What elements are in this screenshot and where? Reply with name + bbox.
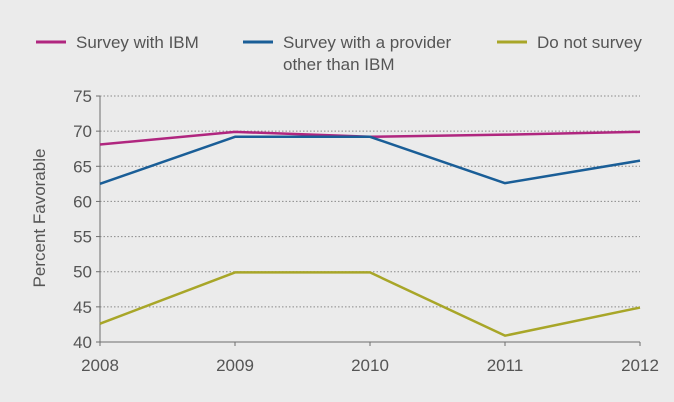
legend: Survey with IBM Survey with a provider o… [36, 33, 642, 74]
y-axis-title: Percent Favorable [30, 149, 49, 288]
x-tick-label-2011: 2011 [487, 356, 524, 375]
legend-label-do-not-survey: Do not survey [537, 33, 642, 52]
y-tick-label-60: 60 [73, 192, 92, 211]
series-line-survey-other-provider [99, 135, 641, 186]
legend-label-survey-with-ibm: Survey with IBM [76, 33, 199, 52]
series-line-do-not-survey [99, 271, 641, 337]
x-tick-label-2010: 2010 [351, 356, 389, 375]
gridlines [100, 95, 640, 308]
series-lines [99, 130, 641, 337]
y-tick-label-65: 65 [73, 157, 92, 176]
x-tick-label-2009: 2009 [216, 356, 254, 375]
y-tick-label-70: 70 [73, 122, 92, 141]
series-line-survey-with-ibm [99, 130, 641, 146]
y-tick-label-55: 55 [73, 228, 92, 247]
x-tick-label-2012: 2012 [621, 356, 659, 375]
y-tick-label-45: 45 [73, 298, 92, 317]
axes [96, 95, 641, 346]
y-tick-label-40: 40 [73, 333, 92, 352]
tick-labels: 40 45 50 55 60 65 70 75 2008 2009 2010 2011 2012 [73, 87, 659, 375]
y-tick-label-50: 50 [73, 263, 92, 282]
y-tick-label-75: 75 [73, 87, 92, 106]
legend-label-survey-other-provider-line1: Survey with a provider [283, 33, 452, 52]
legend-label-survey-other-provider-line2: other than IBM [283, 55, 395, 74]
x-tick-label-2008: 2008 [81, 356, 119, 375]
